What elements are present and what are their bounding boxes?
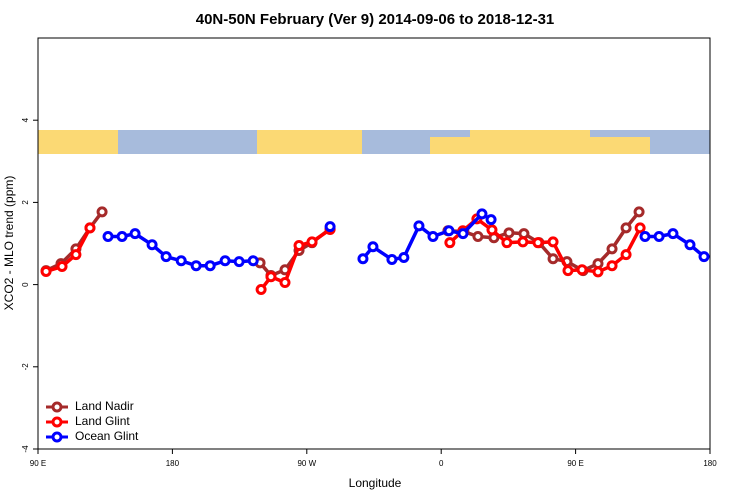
y-tick-label: 4 xyxy=(21,117,30,122)
legend-marker xyxy=(51,431,63,443)
point xyxy=(547,236,559,248)
point xyxy=(457,228,469,240)
x-tick-label: 180 xyxy=(166,459,180,468)
point xyxy=(547,253,559,265)
point xyxy=(476,208,488,220)
legend-marker xyxy=(51,416,63,428)
legend-label: Ocean Glint xyxy=(75,429,139,443)
point xyxy=(653,231,665,243)
point xyxy=(190,260,202,272)
point xyxy=(532,237,544,249)
point xyxy=(620,222,632,234)
point xyxy=(684,239,696,251)
point xyxy=(293,240,305,252)
point xyxy=(247,255,259,267)
point xyxy=(576,264,588,276)
point xyxy=(233,256,245,268)
point xyxy=(160,251,172,263)
x-axis-label: Longitude xyxy=(349,476,402,490)
point xyxy=(255,284,267,296)
point xyxy=(592,266,604,278)
y-tick-label: -4 xyxy=(21,445,30,453)
point xyxy=(146,239,158,251)
point xyxy=(56,261,68,273)
x-tick-label: 90 E xyxy=(30,459,46,468)
point xyxy=(40,265,52,277)
point xyxy=(279,277,291,289)
legend-label: Land Nadir xyxy=(75,399,134,413)
y-axis-label: XCO2 - MLO trend (ppm) xyxy=(2,176,16,311)
point xyxy=(667,228,679,240)
point xyxy=(386,254,398,266)
legend-marker xyxy=(51,401,63,413)
point xyxy=(129,228,141,240)
point xyxy=(501,237,513,249)
point xyxy=(116,231,128,243)
point xyxy=(102,231,114,243)
point xyxy=(427,231,439,243)
point xyxy=(306,236,318,248)
legend-label: Land Glint xyxy=(75,414,130,428)
point xyxy=(443,225,455,237)
point xyxy=(517,236,529,248)
point xyxy=(398,251,410,263)
y-tick-label: -2 xyxy=(21,363,30,371)
point xyxy=(444,237,456,249)
point xyxy=(219,255,231,267)
point xyxy=(265,271,277,283)
point xyxy=(367,241,379,253)
x-tick-label: 90 E xyxy=(567,459,583,468)
point xyxy=(70,249,82,261)
x-tick-label: 90 W xyxy=(297,459,316,468)
y-tick-label: 2 xyxy=(21,200,30,205)
point xyxy=(639,231,651,243)
point xyxy=(562,265,574,277)
point xyxy=(698,251,710,263)
point xyxy=(518,228,530,240)
point xyxy=(324,221,336,233)
point xyxy=(485,214,497,226)
chart-title: 40N-50N February (Ver 9) 2014-09-06 to 2… xyxy=(196,11,555,28)
point xyxy=(357,253,369,265)
point xyxy=(486,224,498,236)
point xyxy=(503,227,515,239)
point xyxy=(472,231,484,243)
x-tick-label: 180 xyxy=(703,459,717,468)
point xyxy=(620,249,632,261)
y-tick-label: 0 xyxy=(21,282,30,287)
point xyxy=(96,206,108,218)
point xyxy=(634,222,646,234)
point xyxy=(204,260,216,272)
plot-frame xyxy=(37,37,711,450)
point xyxy=(413,220,425,232)
point xyxy=(633,206,645,218)
map-strip xyxy=(38,130,710,154)
point xyxy=(606,260,618,272)
point xyxy=(175,255,187,267)
x-tick-label: 0 xyxy=(439,459,444,468)
point xyxy=(606,243,618,255)
point xyxy=(84,222,96,234)
